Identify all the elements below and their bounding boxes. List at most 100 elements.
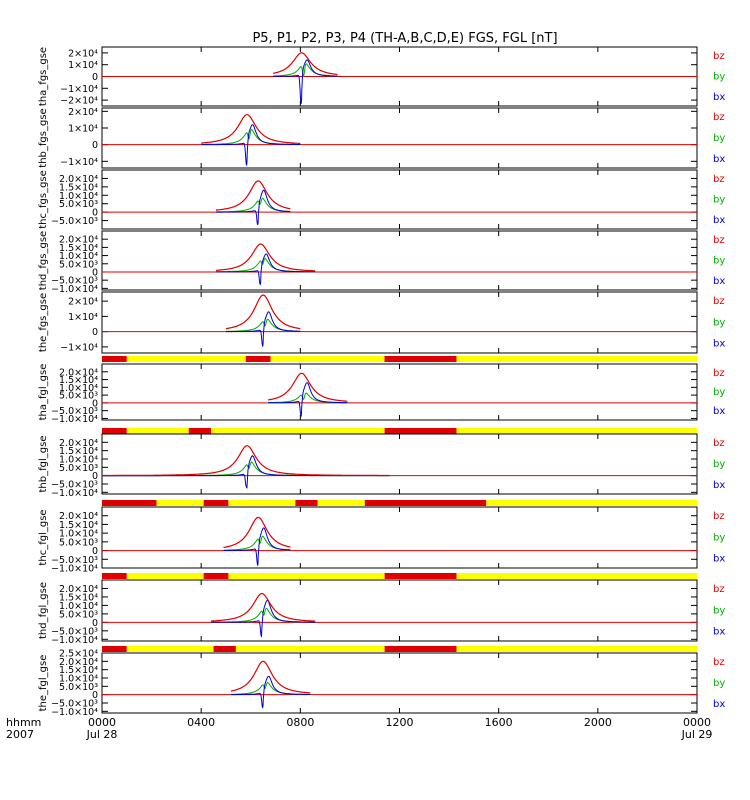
status-bar <box>102 646 697 652</box>
panel-thd_fgs_gse: 2.0×10⁴1.5×10⁴1.0×10⁴5.0×10³0−5.0×10³−1.… <box>38 230 725 295</box>
x-axis-caption-year: 2007 <box>6 728 34 741</box>
bz-trace <box>102 445 390 477</box>
status-segment-yellow <box>156 500 204 506</box>
panel-frame <box>101 230 698 291</box>
legend-by: by <box>713 71 725 82</box>
y-tick-label: 1.0×10⁴ <box>59 455 98 466</box>
y-tick-label: 0 <box>92 140 98 151</box>
status-segment-yellow <box>235 646 385 652</box>
y-tick-label: 1.5×10⁴ <box>59 520 98 531</box>
status-bar <box>102 500 697 506</box>
y-tick-label: −5.0×10³ <box>51 555 98 566</box>
status-bar <box>102 428 697 434</box>
panel-thb_fgs_gse: 2×10⁴ 1×10⁴ 0 −1×10⁴ thb_fgs_gse bz by bx <box>38 107 725 169</box>
y-tick-label: 0 <box>92 327 98 338</box>
status-segment-yellow <box>486 500 697 506</box>
status-segment-red <box>102 500 157 506</box>
legend-bx: bx <box>713 699 725 710</box>
y-tick-label: 5.0×10³ <box>59 609 98 620</box>
bx-trace <box>230 675 311 709</box>
status-segment-yellow <box>126 356 246 362</box>
x-tick-label: 1600 <box>485 716 513 729</box>
y-tick-label: −2×10⁴ <box>60 96 98 107</box>
legend-bz: bz <box>713 584 725 595</box>
y-axis-label: the_fgl_gse <box>38 655 49 712</box>
legend-bz: bz <box>713 235 725 246</box>
legend-by: by <box>713 459 725 470</box>
y-tick-label: 0 <box>92 546 98 557</box>
y-tick-label: −5.0×10³ <box>51 276 98 287</box>
y-axis-label: thc_fgl_gse <box>38 509 49 565</box>
legend-by: by <box>713 133 725 144</box>
y-tick-label: 5.0×10³ <box>59 537 98 548</box>
status-segment-red <box>102 428 127 434</box>
y-tick-label: 1.5×10⁴ <box>59 243 98 254</box>
by-trace <box>226 318 301 332</box>
legend-bx: bx <box>713 92 725 103</box>
y-tick-label: 0 <box>92 398 98 409</box>
x-tick-label: 0800 <box>286 716 314 729</box>
y-tick-label: 2.0×10⁴ <box>59 657 98 668</box>
panel-frame <box>101 579 698 642</box>
legend-bx: bx <box>713 276 725 287</box>
y-tick-label: 0 <box>92 618 98 629</box>
y-tick-label: −1×10⁴ <box>60 157 98 168</box>
y-tick-label: 2×10⁴ <box>68 107 98 118</box>
bx-trace <box>268 382 348 418</box>
figure-title: P5, P1, P2, P3, P4 (TH-A,B,C,D,E) FGS, F… <box>252 31 557 46</box>
y-tick-label: −1.0×10⁴ <box>51 488 98 499</box>
legend-by: by <box>713 255 725 266</box>
status-segment-yellow <box>228 500 296 506</box>
by-trace <box>223 535 291 551</box>
legend-bx: bx <box>713 215 725 226</box>
y-tick-label: −1.0×10⁴ <box>51 564 98 575</box>
status-segment-yellow <box>211 428 385 434</box>
status-segment-red <box>384 428 457 434</box>
legend-bz: bz <box>713 174 725 185</box>
y-tick-label: −1.0×10⁴ <box>51 635 98 646</box>
status-segment-red <box>364 500 487 506</box>
panel-the_fgs_gse: 2×10⁴ 1×10⁴ 0 −1×10⁴ the_fgs_gse bz by bx <box>38 291 725 362</box>
y-tick-label: −5.0×10³ <box>51 480 98 491</box>
status-segment-red <box>295 500 318 506</box>
x-tick-label: 0000 <box>683 716 711 729</box>
y-tick-label: −1.0×10⁴ <box>51 707 98 718</box>
panel-frame <box>101 433 698 495</box>
x-tick-label: 0400 <box>187 716 215 729</box>
status-segment-red <box>102 646 127 652</box>
status-segment-yellow <box>126 428 189 434</box>
panel-the_fgl_gse: 2.5×10⁴2.0×10⁴1.5×10⁴1.0×10⁴5.0×10³0−5.0… <box>38 649 725 718</box>
x-axis-caption-hhmm: hhmm <box>6 716 41 729</box>
y-axis-label: the_fgs_gse <box>38 293 49 352</box>
legend-bx: bx <box>713 406 725 417</box>
x-tick-label: 1200 <box>386 716 414 729</box>
panel-thc_fgl_gse: 2.0×10⁴1.5×10⁴1.0×10⁴5.0×10³0−5.0×10³−1.… <box>38 506 725 579</box>
y-tick-label: 1.5×10⁴ <box>59 375 98 386</box>
y-axis-label: thc_fgs_gse <box>38 170 49 229</box>
y-axis-label: thd_fgs_gse <box>38 231 49 290</box>
y-tick-label: 2×10⁴ <box>68 48 98 59</box>
y-tick-label: 1.0×10⁴ <box>59 383 98 394</box>
legend-bz: bz <box>713 51 725 62</box>
x-tick-sublabel: Jul 29 <box>681 728 713 741</box>
y-tick-label: −5.0×10³ <box>51 699 98 710</box>
y-tick-label: 0 <box>92 267 98 278</box>
y-tick-label: −1.0×10⁴ <box>51 414 98 425</box>
status-segment-yellow <box>317 500 365 506</box>
bz-trace <box>226 294 301 330</box>
y-tick-label: −1×10⁴ <box>60 84 98 95</box>
status-segment-red <box>188 428 212 434</box>
status-bar <box>102 356 697 362</box>
legend-bx: bx <box>713 480 725 491</box>
legend-by: by <box>713 387 725 398</box>
y-tick-label: 1.0×10⁴ <box>59 529 98 540</box>
status-segment-yellow <box>228 573 385 579</box>
legend-by: by <box>713 317 725 328</box>
x-tick-label: 0000 <box>88 716 116 729</box>
y-tick-label: 5.0×10³ <box>59 682 98 693</box>
legend-bz: bz <box>713 657 725 668</box>
status-bar <box>102 573 697 579</box>
bz-trace <box>211 593 316 622</box>
legend-bx: bx <box>713 154 725 165</box>
